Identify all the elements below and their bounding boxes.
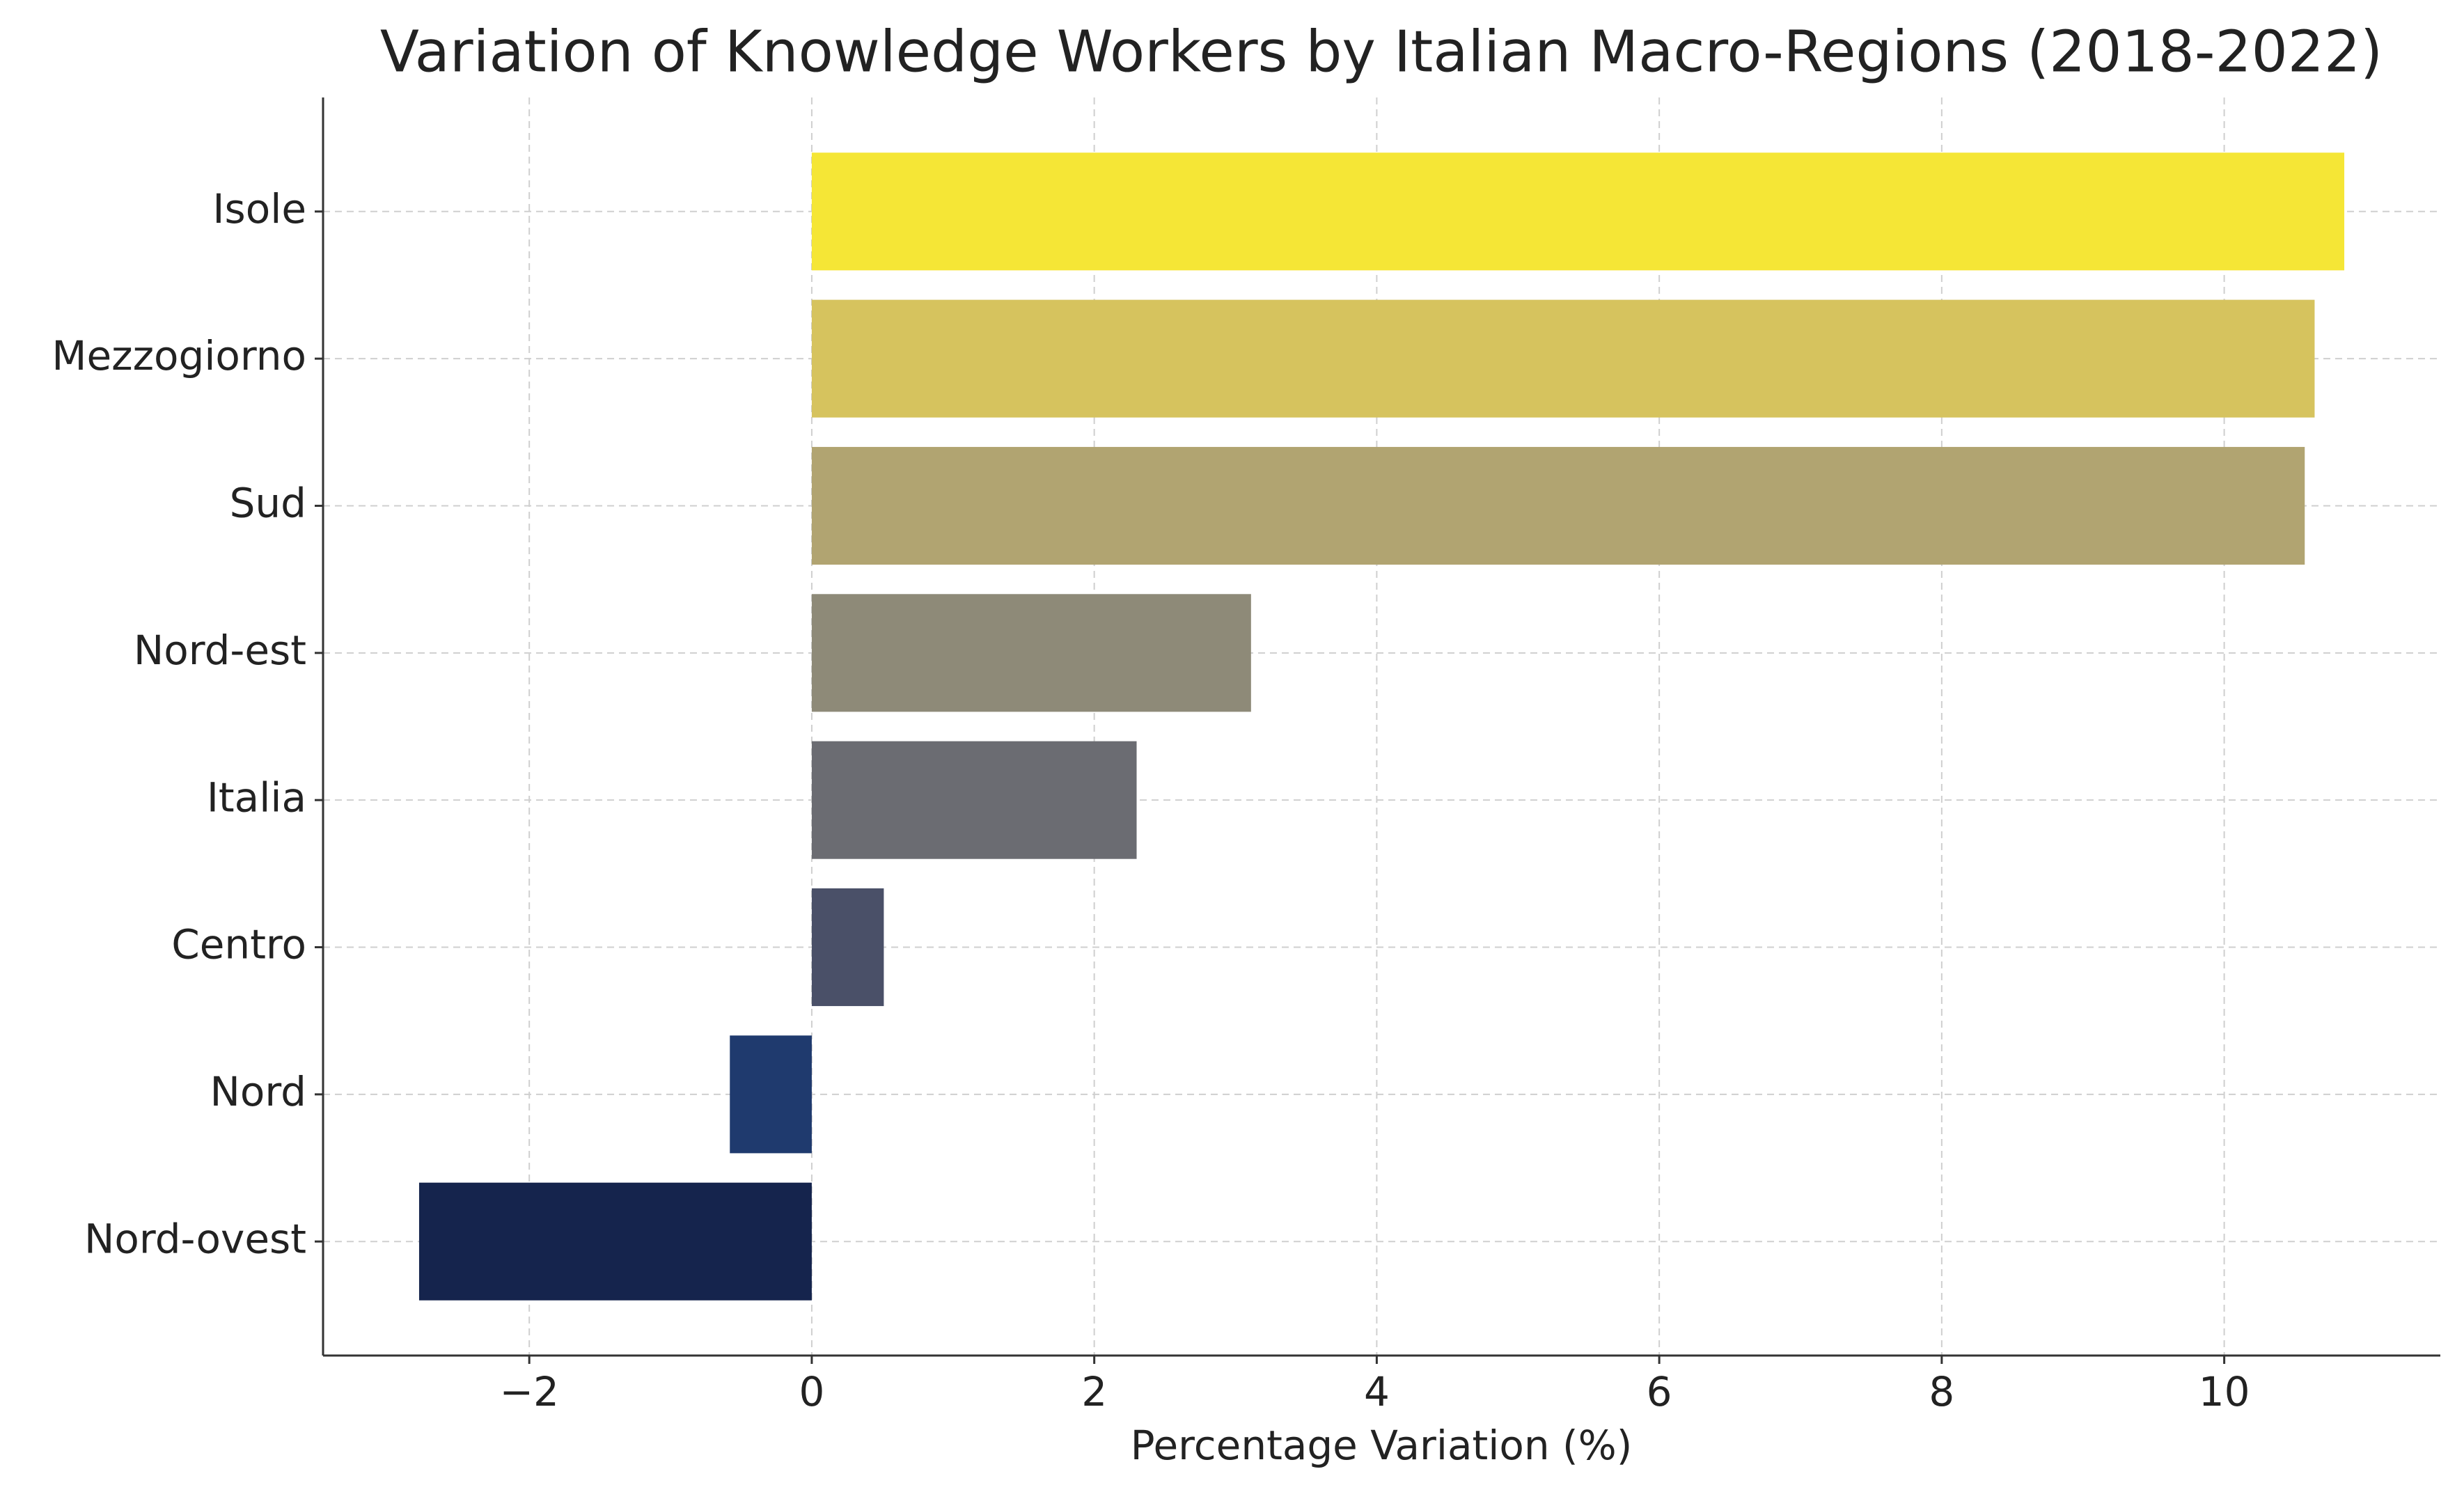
x-tick-label: 8: [1929, 1368, 1954, 1415]
chart-title: Variation of Knowledge Workers by Italia…: [380, 19, 2383, 85]
x-tick-label: −2: [499, 1368, 559, 1415]
x-tick-label: 6: [1647, 1368, 1672, 1415]
bar: [811, 152, 2345, 271]
y-tick-label: Isole: [212, 185, 306, 233]
y-tick-label: Centro: [171, 921, 306, 968]
bar: [811, 446, 2305, 565]
x-tick-label: 2: [1081, 1368, 1107, 1415]
bar: [811, 888, 884, 1007]
bar: [418, 1182, 812, 1301]
bar: [811, 299, 2315, 418]
y-tick-label: Nord: [210, 1068, 306, 1115]
y-tick-label: Nord-ovest: [84, 1215, 306, 1262]
y-tick-label: Nord-est: [134, 627, 306, 674]
x-tick-label: 0: [799, 1368, 824, 1415]
x-axis-label: Percentage Variation (%): [1131, 1422, 1633, 1469]
bar: [811, 594, 1251, 712]
y-tick-label: Italia: [207, 774, 306, 821]
bar: [811, 741, 1137, 859]
x-tick-label: 4: [1364, 1368, 1390, 1415]
x-tick-label: 10: [2199, 1368, 2250, 1415]
y-tick-label: Sud: [230, 480, 306, 527]
y-tick-label: Mezzogiorno: [52, 332, 306, 379]
bar: [730, 1035, 812, 1154]
